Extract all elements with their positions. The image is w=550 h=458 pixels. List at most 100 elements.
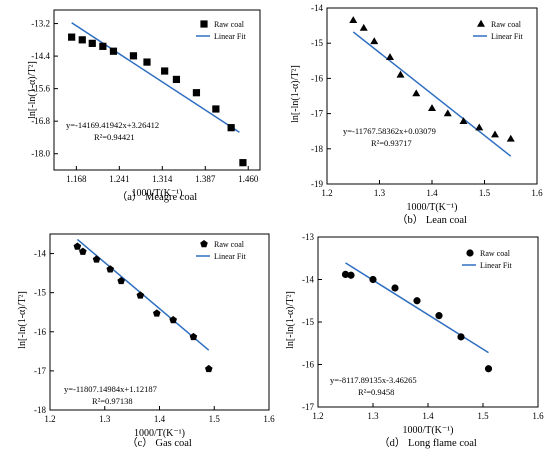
data-point: [349, 16, 358, 24]
y-tick-label: -14.4: [31, 51, 50, 61]
data-point: [212, 105, 220, 113]
y-tick-label: -18: [311, 144, 323, 154]
y-tick-label: -17: [34, 366, 46, 376]
y-tick-label: -17: [311, 109, 323, 119]
y-tick-label: -16: [311, 73, 323, 83]
data-point: [143, 58, 151, 66]
data-point: [106, 265, 115, 273]
legend-entry-linear-fit: Linear Fit: [214, 32, 247, 41]
data-point: [204, 364, 213, 373]
y-tick-label: -18: [34, 405, 46, 415]
legend-marker: [200, 20, 208, 28]
x-tick-label: 1.5: [479, 188, 491, 198]
r-squared: R²=0.9458: [358, 387, 394, 397]
r-squared: R²=0.93717: [371, 138, 412, 148]
data-point: [88, 39, 96, 47]
data-point: [92, 255, 101, 263]
data-point: [359, 23, 368, 31]
data-point: [443, 109, 452, 117]
y-tick-label: -14: [302, 275, 314, 285]
data-point: [457, 333, 465, 341]
data-point: [412, 89, 421, 97]
data-point: [79, 247, 87, 255]
x-tick-label: 1.6: [532, 411, 544, 421]
y-axis-label: ln[-ln(1-α)/T²]: [17, 291, 28, 349]
x-tick-label: 1.2: [312, 411, 323, 421]
plot-frame: [53, 9, 261, 171]
data-point: [73, 242, 82, 250]
y-tick-label: -14: [311, 3, 323, 13]
y-tick-label: -18.0: [31, 149, 50, 159]
legend-entry-raw-coal: Raw coal: [214, 240, 245, 249]
x-tick-label: 1.387: [195, 174, 216, 184]
y-axis-label: ln[-ln(1-α)/T²]: [27, 61, 38, 119]
data-point: [391, 284, 399, 292]
legend-marker: [477, 19, 485, 27]
data-point: [169, 316, 177, 324]
x-tick-label: 1.2: [321, 188, 332, 198]
x-tick-label: 1.5: [209, 414, 221, 424]
data-point: [192, 89, 201, 97]
linear-fit-line: [345, 262, 489, 354]
x-tick-label: 1.4: [422, 411, 434, 421]
data-point: [117, 276, 125, 285]
chart-panel-2: 1.2 1.3 1.4 1.5 1.6 -14 -15 -16 -17 -18 1000/T(K⁻¹…: [17, 233, 275, 449]
data-point: [506, 134, 515, 142]
data-point: [109, 47, 118, 55]
y-tick-label: -15.6: [31, 84, 50, 94]
y-tick-label: -15: [34, 288, 46, 298]
y-tick-label: -17: [302, 402, 314, 412]
y-axis-label: ln[-ln(1-α)/T²]: [290, 65, 301, 123]
legend-marker: [200, 240, 208, 248]
data-point: [68, 33, 76, 41]
x-tick-label: 1.3: [367, 411, 379, 421]
chart-panel-0: 1.168 1.241 1.314 1.387 1.460 -13.2 -14.4 -15.6…: [27, 9, 261, 203]
linear-fit-line: [71, 22, 240, 133]
x-tick-label: 1.168: [66, 174, 87, 184]
x-tick-label: 1.3: [99, 414, 111, 424]
fit-equation: y=-14169.41942x+3.26412: [66, 120, 159, 130]
data-point: [459, 117, 468, 125]
legend-entry-raw-coal: Raw coal: [491, 20, 522, 29]
data-point: [484, 365, 493, 373]
y-axis-label: ln[-ln(1-α)/T²]: [285, 291, 296, 349]
x-tick-label: 1.5: [477, 411, 489, 421]
y-tick-label: -13: [302, 232, 314, 242]
data-point: [386, 53, 394, 60]
data-point: [396, 70, 405, 78]
y-tick-label: -19: [311, 179, 323, 189]
data-point: [172, 75, 181, 84]
data-point: [341, 270, 350, 278]
r-squared: R²=0.94421: [94, 132, 135, 142]
linear-fit-line: [352, 31, 512, 157]
fit-equation: y=-11767.58362x+0.03079: [343, 126, 436, 136]
y-tick-label: -13.2: [31, 19, 50, 29]
chart-panel-1: 1.2 1.3 1.4 1.5 1.6 -14 -15 -16 -17 -18 -19 1000/T(…: [290, 3, 543, 226]
data-point: [152, 309, 161, 317]
legend-entry-linear-fit: Linear Fit: [214, 252, 247, 261]
legend-marker: [466, 249, 474, 257]
legend-entry-raw-coal: Raw coal: [214, 20, 245, 29]
panel-caption: （d） Long flame coal: [379, 437, 477, 449]
data-point: [435, 312, 443, 320]
data-point: [189, 332, 198, 341]
data-point: [369, 275, 377, 284]
data-point: [347, 271, 355, 279]
x-tick-label: 1.3: [374, 188, 386, 198]
data-point: [136, 291, 145, 299]
data-point: [78, 36, 86, 44]
x-tick-label: 1.4: [426, 188, 438, 198]
y-tick-label: -15: [302, 317, 314, 327]
x-tick-label: 1.2: [44, 414, 55, 424]
x-axis-label: 1000/T(K⁻¹): [402, 425, 453, 436]
x-tick-label: 1.241: [109, 174, 129, 184]
data-point: [428, 104, 436, 112]
chart-panel-3: 1.2 1.3 1.4 1.5 1.6 -13 -14 -15 -16 -17 1000/T(K⁻¹…: [285, 232, 544, 449]
data-point: [370, 37, 379, 45]
data-point: [491, 130, 499, 138]
fit-equation: y=-11807.14984x+1.12187: [64, 384, 157, 394]
fit-equation: y=-8117.89135x-3.46265: [330, 375, 417, 385]
x-tick-label: 1.314: [152, 174, 173, 184]
legend-entry-linear-fit: Linear Fit: [480, 261, 513, 270]
